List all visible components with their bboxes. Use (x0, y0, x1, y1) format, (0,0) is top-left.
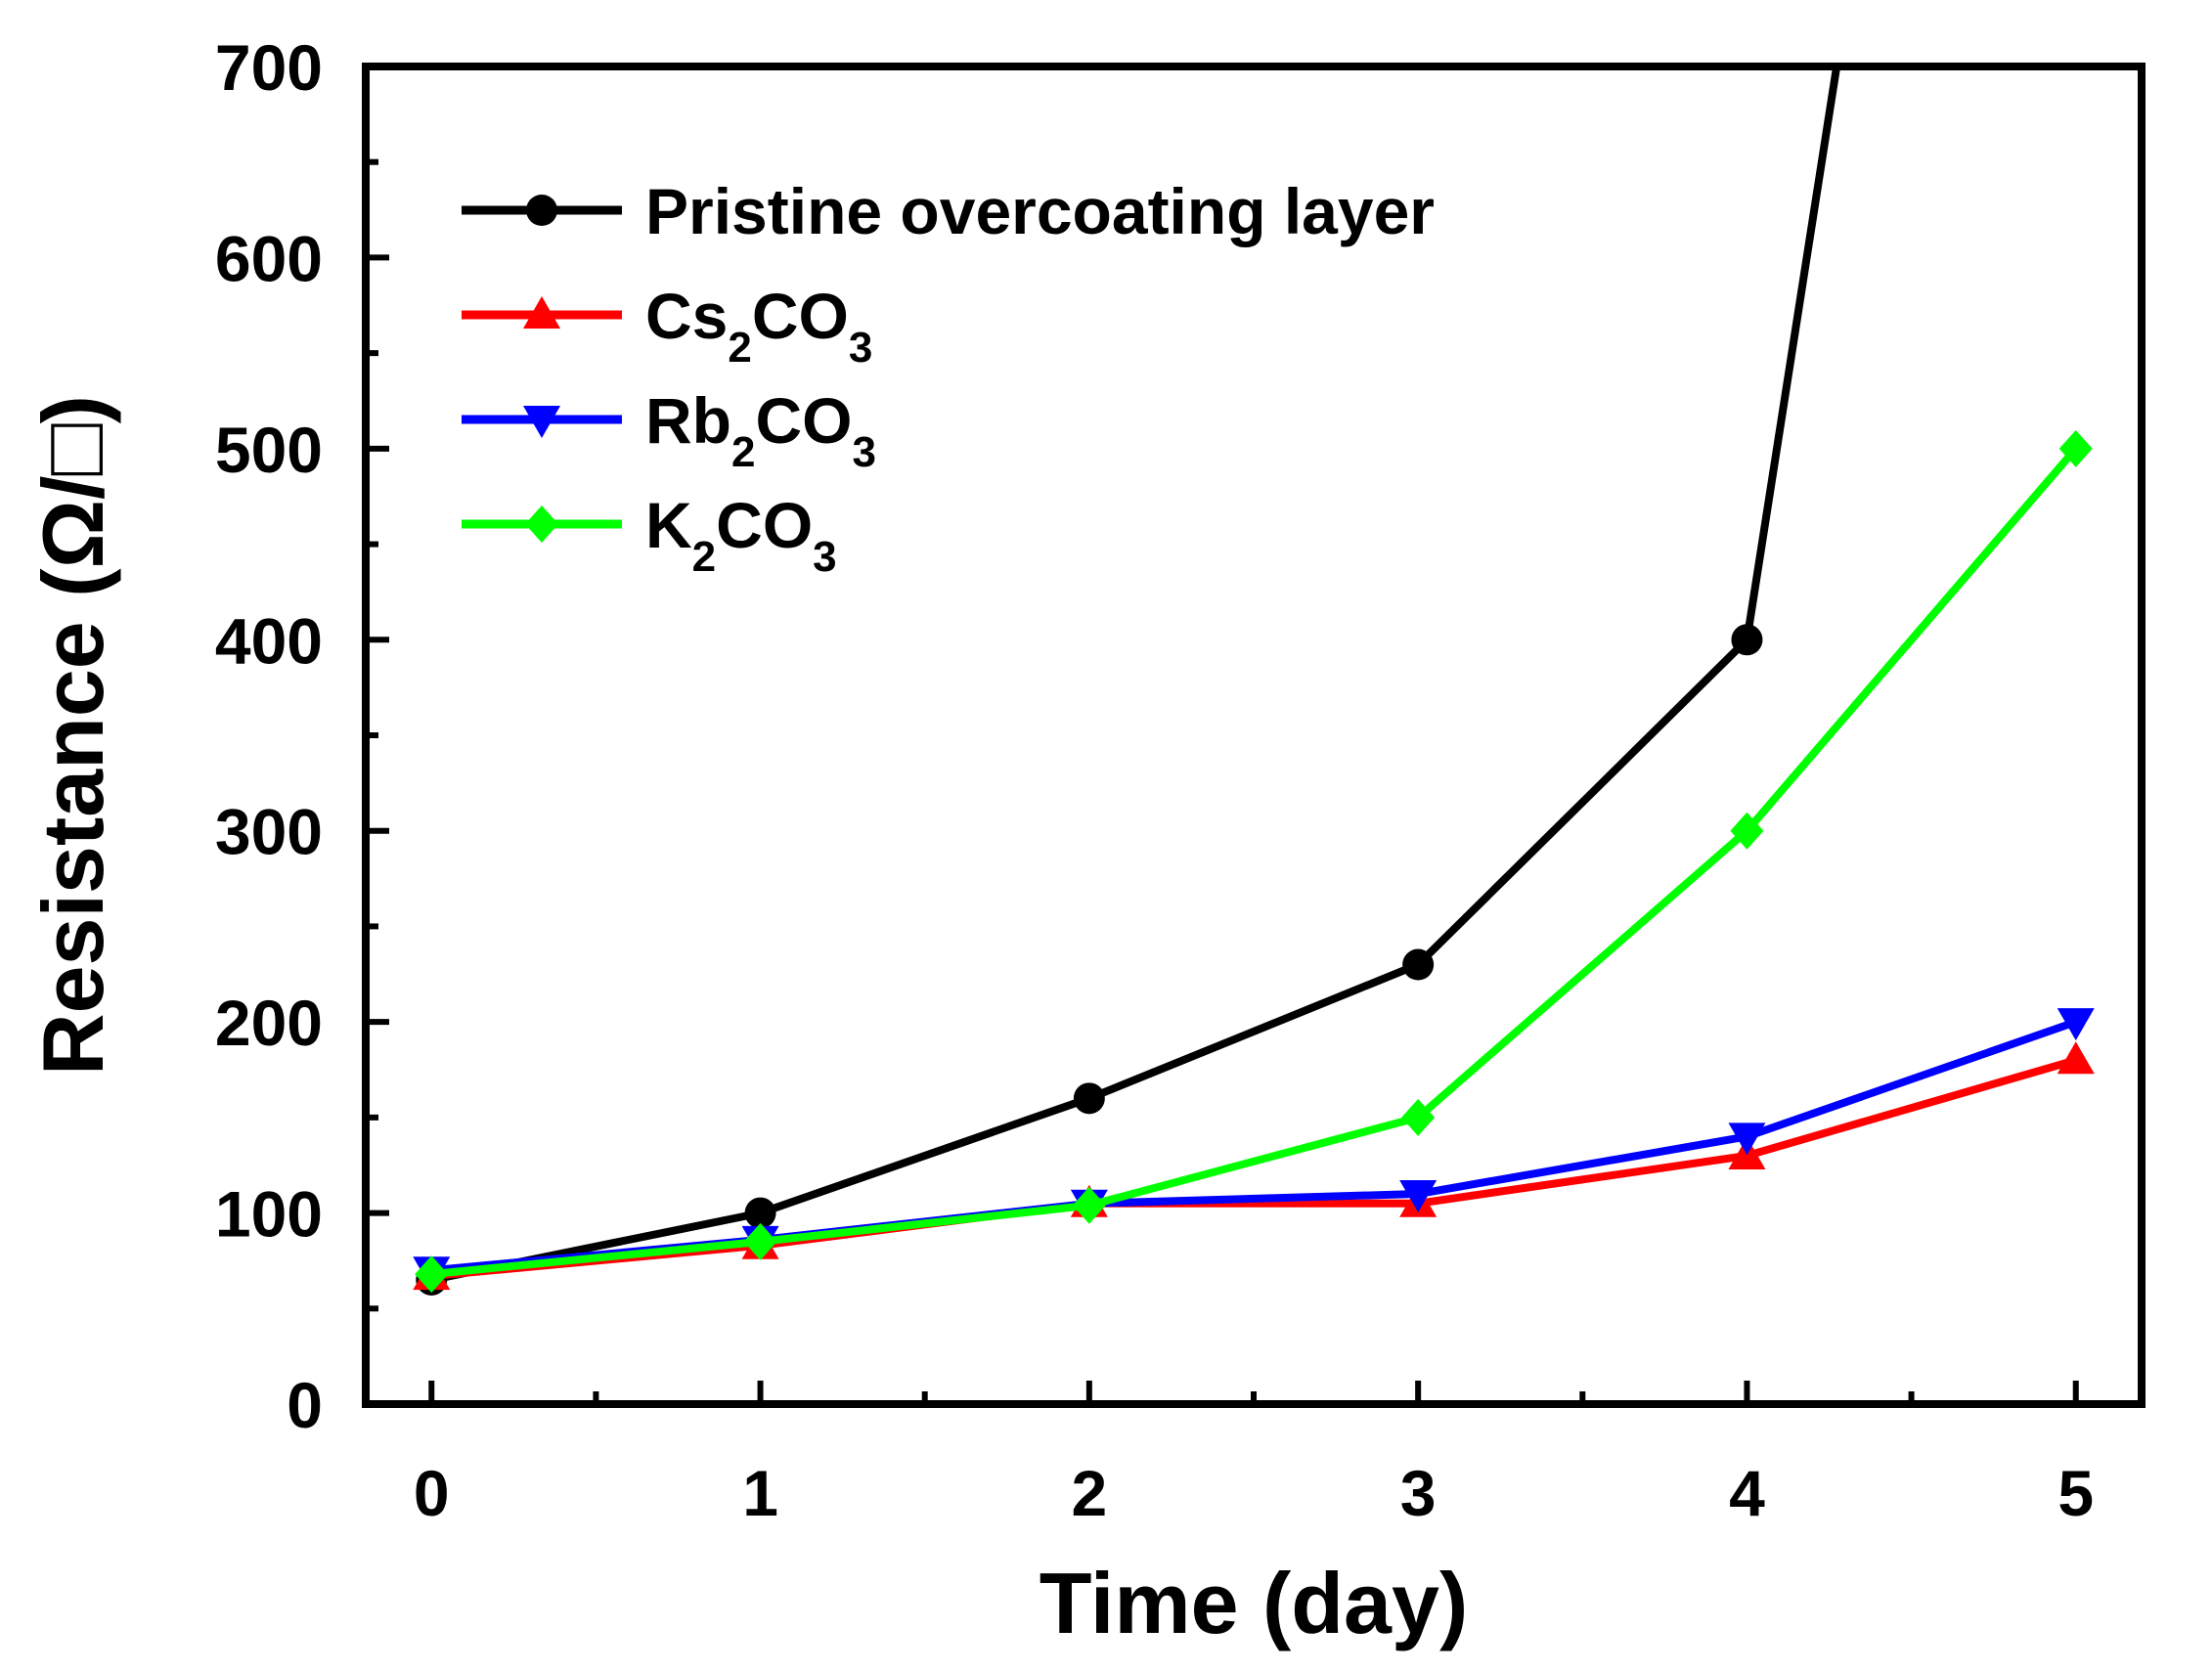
x-tick-label: 2 (1071, 1457, 1107, 1529)
legend-subscript: 3 (813, 533, 836, 581)
legend-entry: K2​CO3​ (462, 489, 837, 581)
legend-label-part: CO (716, 489, 813, 561)
legend-label: Pristine overcoating layer (645, 175, 1435, 247)
data-point (744, 1197, 776, 1229)
data-point (1072, 1186, 1106, 1224)
legend-marker (525, 506, 558, 543)
legend-entry: Pristine overcoating layer (462, 175, 1435, 247)
data-point (1073, 1082, 1105, 1115)
legend-label: Cs2​CO3​ (645, 280, 872, 372)
legend-marker (526, 195, 557, 226)
series-line (430, 446, 2079, 1279)
legend-label-part: CO (752, 280, 849, 352)
legend-subscript: 2 (731, 428, 755, 476)
legend-entry: Rb2​CO3​ (462, 384, 876, 476)
data-point (1731, 624, 1763, 656)
legend-label: K2​CO3​ (645, 489, 837, 581)
y-tick-label: 500 (215, 414, 323, 486)
x-tick-label: 3 (1400, 1457, 1437, 1529)
data-point (415, 1255, 449, 1294)
x-tick-label: 1 (742, 1457, 778, 1529)
y-tick-label: 300 (215, 796, 323, 868)
data-point (1401, 1098, 1436, 1136)
y-tick-label: 600 (215, 222, 323, 294)
data-point (1728, 1122, 1766, 1156)
legend-label-part: CO (755, 384, 852, 457)
legend-subscript: 2 (692, 533, 716, 581)
series-3 (413, 1008, 2095, 1290)
x-tick-label: 5 (2057, 1457, 2094, 1529)
y-tick-label: 700 (215, 31, 323, 104)
legend-label: Rb2​CO3​ (645, 384, 876, 476)
y-tick-label: 200 (215, 987, 323, 1059)
y-tick-label: 100 (215, 1178, 323, 1251)
x-tick-label: 4 (1729, 1457, 1765, 1529)
data-point (1730, 812, 1764, 850)
legend-label-part: Rb (645, 384, 731, 457)
series-line (430, 66, 1841, 1284)
legend: Pristine overcoating layer Cs2​CO3​ Rb2​CO… (462, 175, 1435, 581)
series-4 (415, 429, 2093, 1294)
data-point (743, 1222, 777, 1260)
legend-subscript: 3 (852, 428, 875, 476)
legend-entry: Cs2​CO3​ (462, 280, 872, 372)
x-axis-title: Time (day) (1040, 1555, 1469, 1651)
y-tick-label: 400 (215, 604, 323, 677)
data-point (2058, 429, 2093, 467)
legend-subscript: 3 (849, 324, 872, 372)
series-layer (413, 66, 2095, 1296)
legend-marker (523, 296, 560, 329)
data-point (1399, 1180, 1438, 1213)
y-axis-title: Resistance (Ω/□) (24, 395, 121, 1076)
legend-marker (523, 406, 560, 438)
legend-subscript: 2 (728, 324, 751, 372)
data-point (1402, 948, 1435, 981)
data-point (2057, 1041, 2095, 1075)
x-tick-label: 0 (414, 1457, 450, 1529)
axis-layer: 0 1 2 3 4 5 0 100 200 300 400 500 600 700 (215, 31, 2094, 1529)
y-tick-label: 0 (287, 1369, 323, 1441)
legend-label-part: Cs (645, 280, 728, 352)
legend-label-part: K (645, 489, 692, 561)
data-point (2057, 1008, 2095, 1041)
